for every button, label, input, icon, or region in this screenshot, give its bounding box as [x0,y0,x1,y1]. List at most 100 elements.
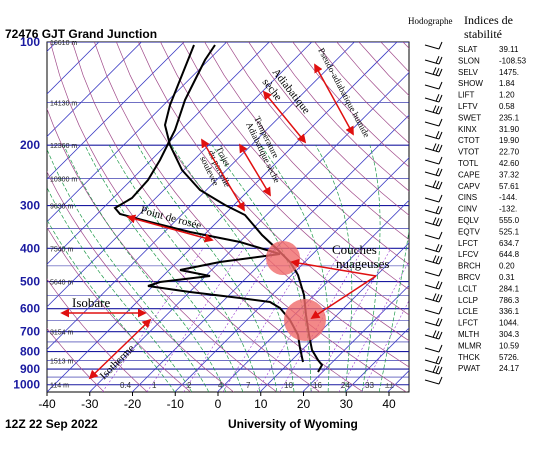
dry-adiabat-line [47,170,234,392]
wind-barb [424,356,443,365]
mixing-ratio-line [146,248,244,392]
index-value: 644.8 [499,250,520,259]
stability-indices: Indices de stabilité SLAT 39.11 SLON -108.5… [458,13,527,373]
mixing-ratio-label: 1 [152,381,157,390]
dry-adiabat-line [248,42,409,216]
isotherm-line [302,284,409,392]
pressure-tick-label: 900 [20,362,40,376]
index-key: PWAT [458,364,480,373]
index-key: LIFT [458,91,475,100]
index-key: LFCT [458,319,478,328]
height-label: 14130 m [50,100,77,107]
moist-adiabat-line [211,144,312,392]
height-label: 16610 m [50,40,77,47]
index-key: BRCH [458,262,481,271]
height-label: 10900 m [50,176,77,183]
wind-barb [424,281,443,290]
index-key: LFCT [458,239,478,248]
mixing-ratio-label: 4 [218,381,223,390]
isotherm-line [47,42,142,138]
index-key: SELV [458,68,479,77]
index-value: 19.90 [499,136,520,145]
temperature-profile [163,44,324,373]
wind-barb [424,293,443,303]
index-value: 31.90 [499,125,520,134]
isotherm-arrow [88,318,152,380]
wind-barb [424,105,443,115]
cloud-arrow-upper [290,258,377,277]
dry-adiabat-line [425,42,549,392]
wind-barb [424,41,443,50]
index-value: 5726. [499,353,519,362]
mixing-ratio-label: 2 [187,381,192,390]
height-label: 114 m [50,383,69,390]
pressure-tick-label: 400 [20,241,40,255]
parcel-arrow [201,138,245,212]
index-value: 525.1 [499,227,520,236]
wind-barb [424,318,443,327]
index-value: 235.1 [499,113,520,122]
moist-adiabat-line [361,145,381,392]
moist-adiabat-line [108,145,261,392]
dry-adiabat-line [226,42,409,241]
grid-lines: 0.4 1 2 4 7 10 16 24 33 ±± [47,42,549,392]
isotherm-line [47,42,185,180]
dry-adiabat-line [270,42,409,192]
pressure-tick-label: 800 [20,345,40,359]
height-label: 3154 m [50,330,74,337]
index-value: 24.17 [499,364,520,373]
temperature-tick-label: 40 [382,397,396,411]
wind-barb [424,306,443,315]
isotherm-line [430,42,549,392]
mixing-ratio-label: ±± [385,381,394,390]
hodograph-label: Hodographe [408,16,453,26]
height-label: 5640 m [50,280,74,287]
index-key: BRCV [458,273,481,282]
isotherm-line [47,42,270,265]
indices-title-2: stabilité [464,27,502,41]
index-key: LFTV [458,102,478,111]
wind-barb [424,56,443,65]
dry-adiabat-line [47,107,278,392]
wind-barb [424,268,443,277]
index-value: -108.53 [499,56,527,65]
wind-barb [424,244,443,253]
wind-barb [424,131,443,140]
height-label: 7540 m [50,246,74,253]
wind-barb [424,81,443,90]
cloud-layer-upper [266,241,300,275]
mixing-ratio-line [183,248,278,392]
pressure-tick-label: 100 [20,35,40,49]
index-value: 634.7 [499,239,520,248]
moist-adiabat-arrow [314,63,354,136]
dry-adiabat-line [204,42,409,265]
pressure-tick-label: 700 [20,325,40,339]
mixing-ratio-label: 24 [341,381,350,390]
wind-barb [424,231,443,240]
temperature-tick-label: 0 [215,397,222,411]
height-label: 1513 m [50,359,74,366]
index-value: 1044. [499,319,519,328]
temperature-tick-label: -40 [38,397,56,411]
mixing-ratio-label: 7 [246,381,251,390]
index-key: CTOT [458,136,480,145]
index-value: 1.84 [499,79,515,88]
cloud-layer-lower [284,299,326,341]
isotherm-line [217,199,409,392]
index-key: THCK [458,353,480,362]
mixing-ratio-label: 16 [313,381,322,390]
temp-arrow [239,143,271,197]
index-key: CAPV [458,182,480,191]
temperature-tick-label: -10 [167,397,185,411]
index-value: 37.32 [499,170,520,179]
index-key: CINS [458,193,477,202]
moist-adiabat-line [47,148,210,392]
dry-adiabat-line [47,226,191,392]
index-value: 10.59 [499,341,520,350]
index-value: -144. [499,193,517,202]
pressure-tick-label: 200 [20,138,40,152]
index-key: SLAT [458,45,478,54]
isotherm-line [344,327,409,392]
wind-barb [424,94,443,103]
index-key: SWET [458,113,481,122]
